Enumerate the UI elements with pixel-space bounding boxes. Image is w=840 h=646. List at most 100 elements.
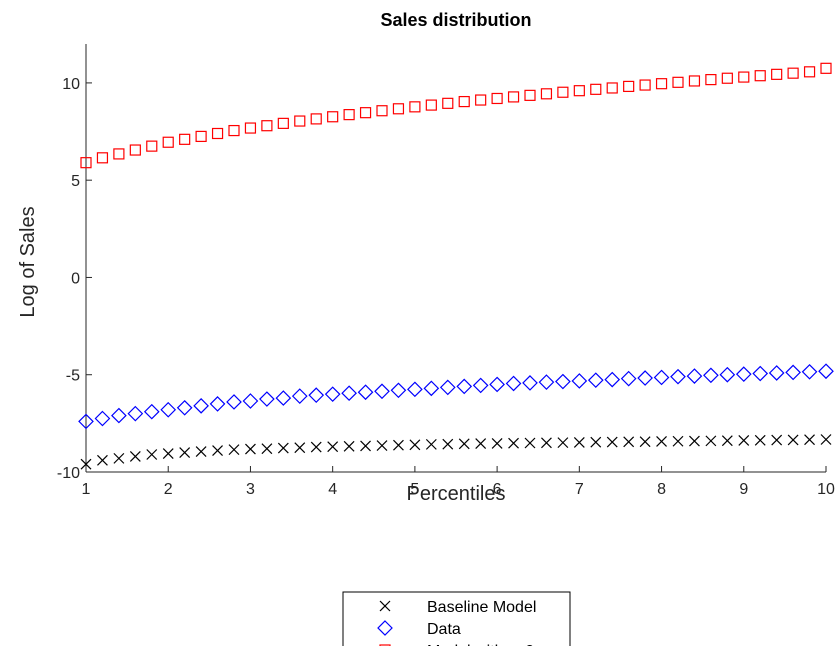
- x-tick-label: 4: [328, 481, 337, 498]
- data-point-diamond: [785, 364, 801, 381]
- data-point-square: [211, 127, 224, 140]
- data-point-x: [327, 441, 339, 453]
- data-point-diamond: [571, 373, 588, 389]
- data-point-square: [820, 62, 832, 74]
- data-point-square: [475, 94, 487, 106]
- series-diamond: [78, 363, 834, 430]
- data-point-square: [573, 85, 585, 97]
- y-axis-ticks: -10 -5 0 5 10: [57, 76, 92, 482]
- data-point-x: [606, 436, 618, 448]
- data-point-diamond: [78, 413, 94, 430]
- data-point-diamond: [719, 366, 736, 383]
- x-tick-label: 5: [410, 481, 419, 498]
- data-point-diamond: [291, 388, 308, 404]
- data-point-diamond: [193, 398, 209, 414]
- data-point-x: [573, 437, 585, 448]
- data-point-x: [771, 434, 783, 446]
- data-point-x: [129, 451, 141, 462]
- data-point-square: [409, 101, 421, 113]
- data-point-diamond: [407, 381, 423, 398]
- data-point-square: [162, 136, 174, 148]
- data-point-square: [721, 72, 733, 84]
- data-point-x: [245, 443, 256, 455]
- data-point-diamond: [703, 367, 719, 384]
- data-point-square: [738, 71, 750, 83]
- data-point-square: [639, 79, 651, 91]
- data-point-x: [491, 437, 503, 449]
- data-point-square: [491, 92, 503, 105]
- legend-marker-x: [379, 600, 391, 612]
- data-point-diamond: [653, 369, 670, 386]
- data-point-diamond: [752, 365, 769, 382]
- data-point-square: [195, 130, 207, 143]
- data-point-x: [689, 435, 700, 447]
- data-point-square: [771, 68, 783, 80]
- data-point-x: [656, 436, 667, 447]
- data-point-diamond: [489, 376, 505, 393]
- data-point-x: [376, 440, 388, 451]
- data-point-square: [327, 111, 339, 123]
- data-point-square: [179, 133, 191, 145]
- data-point-diamond: [324, 386, 341, 403]
- data-point-diamond: [818, 363, 834, 380]
- data-point-square: [606, 82, 618, 94]
- data-point-x: [672, 435, 684, 447]
- data-point-square: [228, 124, 240, 137]
- series-square: [80, 62, 832, 169]
- data-point-square: [425, 99, 437, 111]
- data-point-diamond: [226, 394, 242, 410]
- data-point-x: [294, 442, 306, 454]
- y-tick-label: -5: [66, 368, 80, 385]
- data-point-square: [80, 157, 92, 169]
- data-point-diamond: [768, 365, 785, 381]
- data-point-x: [425, 438, 437, 450]
- data-point-x: [195, 446, 207, 457]
- data-point-diamond: [242, 393, 259, 409]
- data-point-square: [392, 103, 405, 115]
- data-point-square: [376, 105, 388, 117]
- data-point-x: [458, 438, 470, 450]
- data-point-x: [409, 439, 421, 451]
- data-point-x: [261, 443, 273, 455]
- data-point-x: [524, 437, 536, 449]
- data-point-square: [590, 83, 602, 95]
- data-point-x: [310, 441, 322, 453]
- data-point-x: [639, 436, 651, 448]
- data-point-x: [557, 437, 569, 449]
- data-point-x: [146, 449, 158, 460]
- data-point-x: [113, 452, 125, 464]
- data-point-x: [212, 445, 223, 457]
- legend: Baseline Model Data Model with γ=0: [342, 591, 571, 646]
- legend-label: Model with γ=0: [427, 643, 534, 646]
- data-point-diamond: [341, 385, 357, 402]
- data-point-square: [557, 86, 569, 98]
- data-point-x: [442, 438, 454, 450]
- data-point-diamond: [456, 378, 473, 395]
- data-point-diamond: [176, 399, 193, 416]
- x-tick-label: 7: [575, 481, 584, 498]
- data-point-x: [277, 442, 289, 454]
- legend-marker-diamond: [377, 620, 393, 636]
- data-point-x: [721, 435, 733, 447]
- x-tick-label: 3: [246, 481, 255, 498]
- legend-marker-square: [379, 644, 391, 646]
- data-point-diamond: [587, 372, 604, 389]
- data-point-x: [97, 454, 108, 466]
- data-point-diamond: [439, 379, 456, 396]
- y-tick-label: 5: [71, 173, 80, 190]
- series-x: [80, 434, 832, 470]
- chart-title: Sales distribution: [380, 10, 531, 30]
- data-point-square: [507, 91, 520, 103]
- data-point-diamond: [209, 396, 226, 412]
- data-point-square: [113, 148, 125, 160]
- x-tick-label: 1: [82, 481, 91, 498]
- y-tick-label: -10: [57, 465, 80, 482]
- data-point-diamond: [374, 383, 390, 400]
- x-tick-label: 9: [739, 481, 748, 498]
- data-point-x: [162, 448, 174, 459]
- data-point-square: [294, 115, 306, 127]
- data-point-diamond: [127, 405, 144, 422]
- x-tick-label: 6: [493, 481, 502, 498]
- data-point-diamond: [801, 363, 818, 380]
